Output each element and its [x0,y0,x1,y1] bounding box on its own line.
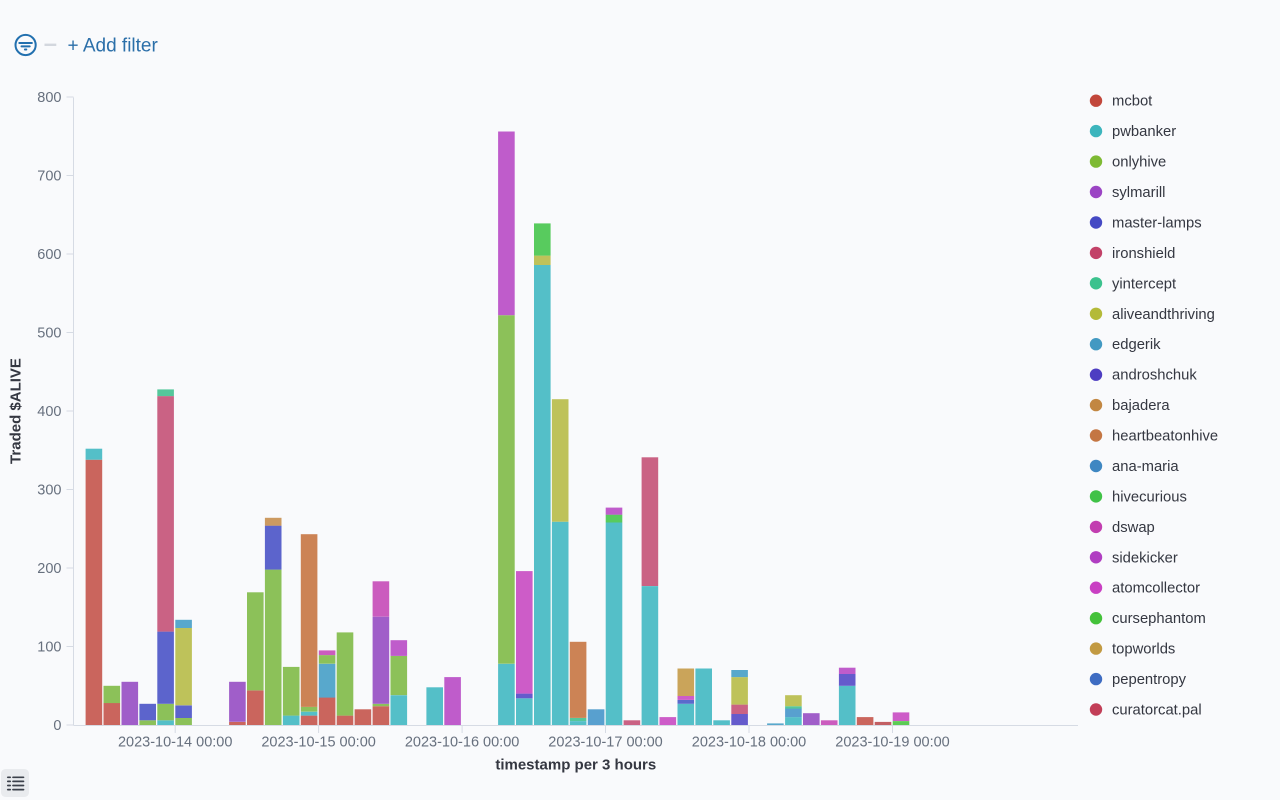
svg-text:curatorcat.pal: curatorcat.pal [1112,703,1202,719]
svg-text:timestamp per 3 hours: timestamp per 3 hours [495,757,656,774]
svg-text:master-lamps: master-lamps [1112,216,1202,232]
svg-text:dswap: dswap [1112,520,1155,536]
svg-text:2023-10-15 00:00: 2023-10-15 00:00 [261,735,376,751]
svg-text:ironshield: ironshield [1112,246,1175,262]
svg-text:androshchuk: androshchuk [1112,368,1197,384]
svg-text:2023-10-16 00:00: 2023-10-16 00:00 [405,735,520,751]
svg-text:pepentropy: pepentropy [1112,672,1187,688]
svg-text:Traded $ALIVE: Traded $ALIVE [8,358,25,464]
svg-text:heartbeatonhive: heartbeatonhive [1112,429,1218,445]
svg-text:700: 700 [37,169,61,185]
svg-text:ana-maria: ana-maria [1112,459,1179,475]
svg-text:0: 0 [53,718,61,734]
svg-text:bajadera: bajadera [1112,398,1170,414]
svg-text:400: 400 [37,404,61,420]
svg-text:atomcollector: atomcollector [1112,581,1200,597]
svg-text:2023-10-17 00:00: 2023-10-17 00:00 [548,735,663,751]
svg-text:sylmarill: sylmarill [1112,185,1165,201]
svg-text:200: 200 [37,561,61,577]
svg-text:600: 600 [37,247,61,263]
svg-text:cursephantom: cursephantom [1112,611,1206,627]
svg-text:2023-10-14 00:00: 2023-10-14 00:00 [118,735,233,751]
svg-text:+ Add filter: + Add filter [68,36,159,57]
svg-text:100: 100 [37,640,61,656]
svg-text:topworlds: topworlds [1112,642,1175,658]
svg-text:800: 800 [37,90,61,106]
svg-text:300: 300 [37,483,61,499]
svg-text:500: 500 [37,326,61,342]
svg-text:2023-10-18 00:00: 2023-10-18 00:00 [692,735,807,751]
svg-text:pwbanker: pwbanker [1112,124,1176,140]
svg-text:onlyhive: onlyhive [1112,155,1166,171]
svg-text:aliveandthriving: aliveandthriving [1112,307,1215,323]
svg-text:sidekicker: sidekicker [1112,550,1178,566]
svg-text:mcbot: mcbot [1112,94,1152,110]
svg-text:edgerik: edgerik [1112,337,1161,353]
svg-text:2023-10-19 00:00: 2023-10-19 00:00 [835,735,950,751]
svg-text:hivecurious: hivecurious [1112,489,1187,505]
svg-text:yintercept: yintercept [1112,276,1176,292]
